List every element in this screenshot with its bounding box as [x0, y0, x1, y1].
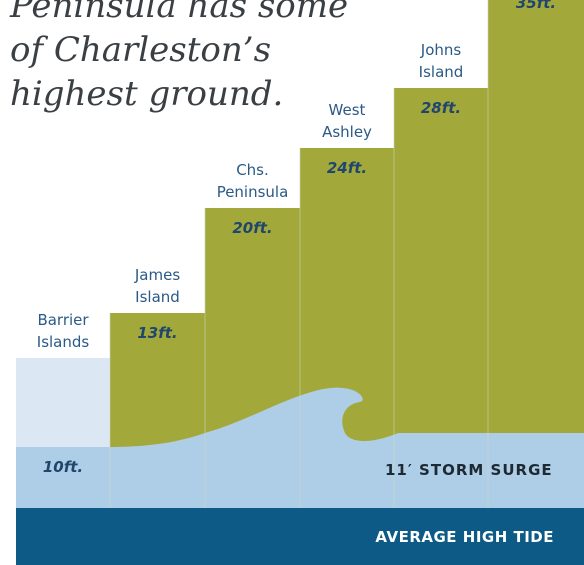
value-label-johns-island: 28ft. — [420, 99, 462, 117]
category-label-line: James — [134, 266, 181, 284]
high-tide-label: AVERAGE HIGH TIDE — [375, 528, 554, 546]
value-label-clements-ferry-rd: 35ft. — [515, 0, 557, 12]
category-label-line: Barrier — [37, 311, 89, 329]
category-label-johns-island: Johns Island — [394, 39, 488, 83]
value-label-james-island: 13ft. — [137, 324, 178, 342]
value-label-west-ashley: 24ft. — [326, 159, 368, 177]
category-label-west-ashley: West Ashley — [300, 99, 394, 143]
category-label-line: Chs. — [236, 161, 269, 179]
category-label-line: Island — [418, 63, 464, 81]
headline-line-1: Peninsula has some — [10, 0, 349, 26]
value-label-barrier-islands: 10ft. — [42, 458, 84, 476]
category-label-chs-peninsula: Chs. Peninsula — [205, 159, 300, 203]
category-label-line: Island — [135, 288, 180, 306]
headline-line-2: of Charleston’s — [10, 30, 272, 70]
category-label-line: Peninsula — [216, 183, 289, 201]
headline-line-3: highest ground. — [10, 74, 284, 114]
category-label-james-island: James Island — [110, 264, 205, 308]
category-label-line: Islands — [36, 333, 90, 351]
bar-clements-ferry-rd — [488, 0, 584, 508]
average-high-tide-band — [16, 508, 584, 565]
column-dividers — [109, 0, 489, 508]
category-label-line: Johns — [420, 41, 462, 59]
category-label-barrier-islands: Barrier Islands — [16, 309, 110, 353]
category-label-line: Ashley — [322, 123, 372, 141]
storm-surge-label: 11′ STORM SURGE — [385, 461, 553, 479]
headline: Peninsula has some of Charleston’s highe… — [10, 0, 348, 116]
value-label-chs-peninsula: 20ft. — [232, 219, 273, 237]
category-label-line: West — [328, 101, 366, 119]
